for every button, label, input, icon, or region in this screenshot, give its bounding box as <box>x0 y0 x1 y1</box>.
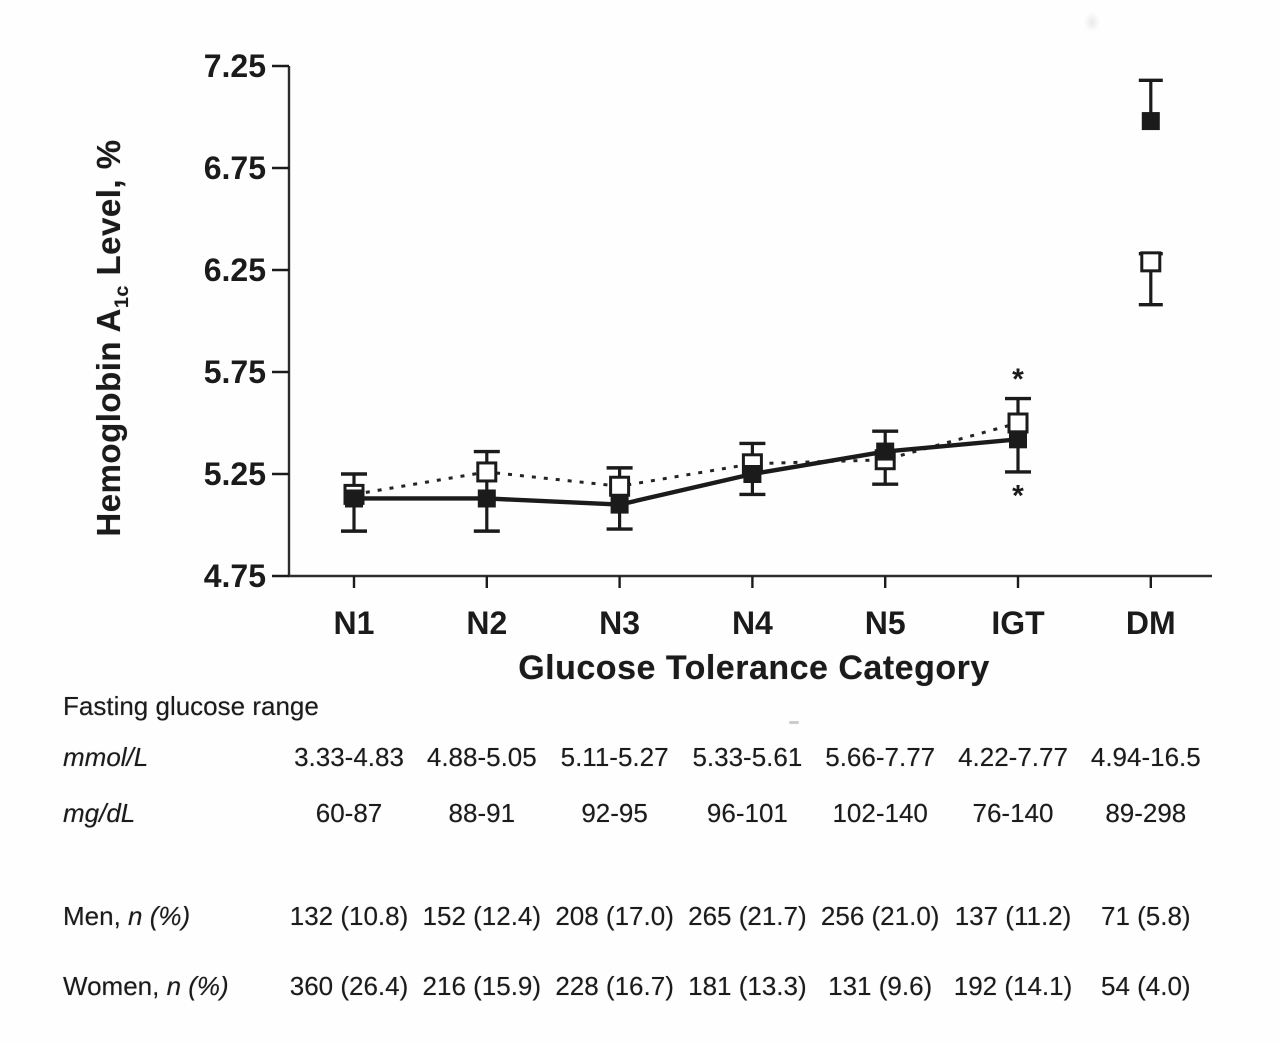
marker-filled-square-N2 <box>477 489 496 508</box>
y-axis-title: Hemoglobin A1c Level, % <box>90 139 134 536</box>
table-cell-mgdl-range-DM: 89-298 <box>1105 798 1187 828</box>
table-cell-mmol-range-N4: 5.33-5.61 <box>692 742 803 772</box>
table-row-men-count: Men, n (%) 132 (10.8) 152 (12.4) 208 (17.0)… <box>0 900 1280 932</box>
series-line-solid <box>354 437 1019 507</box>
table-row-women-count: Women, n (%) 360 (26.4) 216 (15.9) 228 (16.… <box>0 970 1280 1002</box>
y-axis-title-suffix: Level, % <box>90 139 128 286</box>
x-tick-label-N2: N2 <box>466 605 507 641</box>
row-label-regular: Men, <box>63 901 129 931</box>
table-cell-men-count-N1: 132 (10.8) <box>289 901 409 931</box>
table-cell-mgdl-range-N2: 88-91 <box>448 798 516 828</box>
table-cell-men-count-N4: 265 (21.7) <box>688 901 807 931</box>
table-row-mgdl-range: mg/dL 60-87 88-91 92-95 96-101 102-140 76-140 8… <box>0 797 1280 829</box>
table-cell-men-count-DM: 71 (5.8) <box>1100 901 1191 931</box>
significance-asterisk-below-error-bar: * <box>1012 479 1024 512</box>
table-cell-women-count-DM: 54 (4.0) <box>1100 971 1191 1001</box>
y-axis-title-text: Hemoglobin A <box>90 308 128 537</box>
marker-filled-square-N3 <box>610 495 629 514</box>
x-axis-title: Glucose Tolerance Category <box>518 649 990 687</box>
row-label-italic: n (%) <box>128 901 191 931</box>
table-cell-mgdl-range-N3: 92-95 <box>581 798 648 828</box>
table-row-mmol-range: mmol/L 3.33-4.83 4.88-5.05 5.11-5.27 5.33-5.… <box>0 741 1280 773</box>
table-cell-men-count-IGT: 137 (11.2) <box>954 901 1072 931</box>
row-label-italic: n (%) <box>166 971 229 1001</box>
row-label-italic: mg/dL <box>63 798 136 828</box>
x-tick-label-N1: N1 <box>334 605 375 641</box>
table-cell-women-count-N4: 181 (13.3) <box>688 971 807 1001</box>
y-tick-label: 5.25 <box>204 456 266 492</box>
a1c-line-chart: 7.25 6.75 6.25 5.75 5.25 4.75 N1 N2 N3 N4 N5 IGT DM *… <box>204 48 1212 641</box>
table-cell-mmol-range-N3: 5.11-5.27 <box>560 742 669 772</box>
fasting-glucose-range-label: Fasting glucose range <box>63 691 319 721</box>
y-axis-title-subscript: 1c <box>110 285 133 309</box>
table-cell-mmol-range-N2: 4.88-5.05 <box>426 742 537 772</box>
table-cell-mgdl-range-N5: 102-140 <box>832 798 928 828</box>
marker-open-square-DM <box>1140 251 1162 273</box>
x-tick-label-DM: DM <box>1126 605 1176 641</box>
marker-filled-square-N1 <box>345 489 363 508</box>
y-tick-label: 5.75 <box>204 354 266 390</box>
row-label-women-count: Women, n (%) <box>63 970 229 1002</box>
row-label-italic: mmol/L <box>63 742 149 772</box>
significance-asterisk-above-error-bar: * <box>1012 363 1024 396</box>
row-label-mmol-range: mmol/L <box>63 741 148 773</box>
series-line-dotted <box>353 421 1019 496</box>
marker-filled-square-DM <box>1141 112 1160 131</box>
table-cell-men-count-N5: 256 (21.0) <box>820 901 940 931</box>
marker-open-square-IGT <box>1007 412 1029 434</box>
table-cell-mgdl-range-N1: 60-87 <box>315 798 383 828</box>
table-cell-mgdl-range-N4: 96-101 <box>706 798 788 828</box>
table-cell-men-count-N3: 208 (17.0) <box>555 901 674 931</box>
y-tick-label: 6.75 <box>204 150 266 186</box>
table-cell-mmol-range-N5: 5.66-7.77 <box>825 742 936 772</box>
y-tick-label: 4.75 <box>204 558 266 594</box>
x-tick-label-N4: N4 <box>732 605 773 641</box>
y-tick-label: 6.25 <box>204 252 266 288</box>
table-cell-women-count-N5: 131 (9.6) <box>828 971 933 1001</box>
row-label-mgdl-range: mg/dL <box>63 797 135 829</box>
y-tick-label: 7.25 <box>204 48 266 84</box>
marker-open-square-N3 <box>609 475 631 497</box>
marker-filled-square-N4 <box>743 465 762 483</box>
table-cell-women-count-IGT: 192 (14.1) <box>953 971 1073 1001</box>
table-cell-mgdl-range-IGT: 76-140 <box>972 798 1054 828</box>
marker-filled-square-IGT <box>1009 430 1027 449</box>
table-cell-women-count-N1: 360 (26.4) <box>289 971 409 1001</box>
x-tick-label-N5: N5 <box>865 605 906 641</box>
row-label-men-count: Men, n (%) <box>63 900 190 932</box>
table-cell-mmol-range-IGT: 4.22-7.77 <box>958 742 1068 772</box>
x-tick-label-N3: N3 <box>599 605 640 641</box>
marker-open-square-N2 <box>476 461 498 483</box>
table-cell-men-count-N2: 152 (12.4) <box>422 901 542 931</box>
x-tick-label-IGT: IGT <box>991 605 1045 641</box>
table-cell-mmol-range-DM: 4.94-16.5 <box>1090 742 1201 772</box>
table-cell-mmol-range-N1: 3.33-4.83 <box>294 742 404 772</box>
table-cell-women-count-N3: 228 (16.7) <box>555 971 674 1001</box>
marker-filled-square-N5 <box>876 442 895 461</box>
row-label-regular: Women, <box>63 971 167 1001</box>
scan-speck-artifact <box>789 721 799 724</box>
table-cell-women-count-N2: 216 (15.9) <box>422 971 542 1001</box>
